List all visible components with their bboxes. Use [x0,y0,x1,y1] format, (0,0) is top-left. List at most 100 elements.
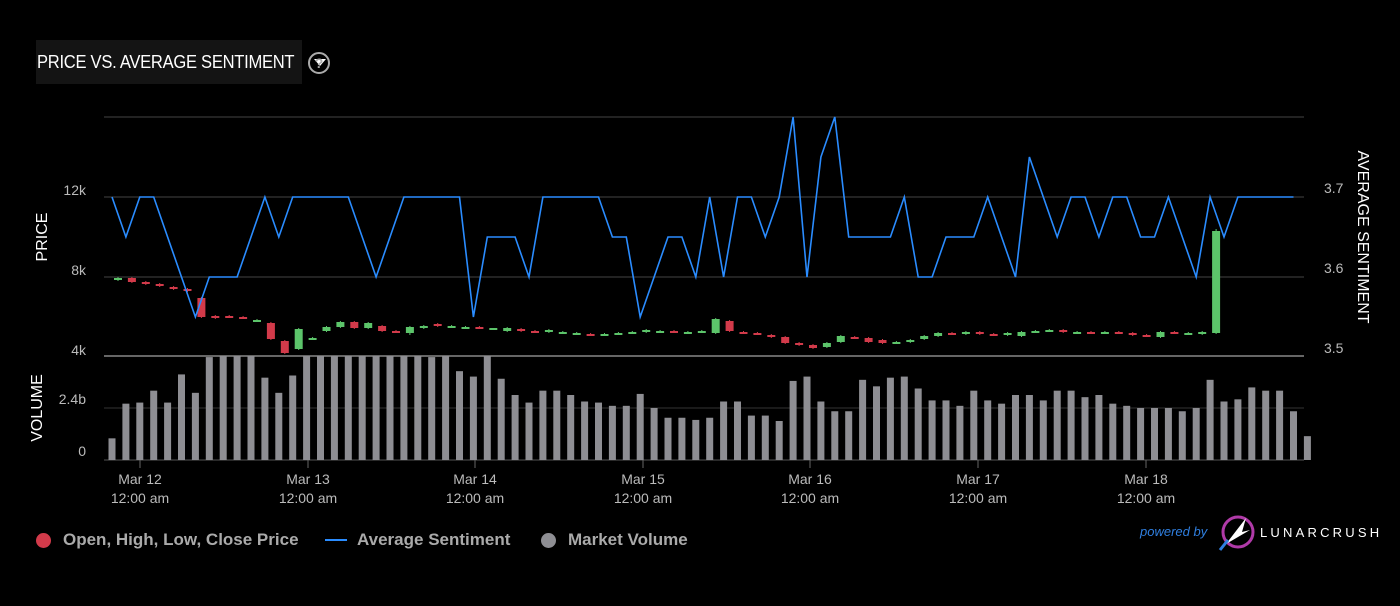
volume-bar [1178,411,1186,460]
legend-ohlc[interactable]: Open, High, Low, Close Price [36,530,299,550]
volume-bar [1025,395,1033,460]
brand-name: LUNARCRUSH [1260,525,1383,540]
candle-up [322,327,331,331]
volume-bar [1262,390,1270,460]
candle-up [308,338,317,340]
volume-bar [469,376,477,460]
volume-bar [1206,379,1214,460]
volume-axis-title: VOLUME [29,374,46,442]
volume-bar [1276,390,1284,460]
volume-bar [664,417,672,460]
volume-bar [1192,408,1200,460]
legend-volume-label: Market Volume [568,530,688,549]
volume-bar [358,356,366,460]
candle-up [405,327,414,333]
candle-down [266,323,275,339]
volume-bar [900,376,908,460]
candle-down [975,332,984,334]
volume-bar [706,417,714,460]
sentiment-axis-title: AVERAGE SENTIMENT [1354,150,1371,323]
candle-up [447,326,456,328]
volume-bar [219,356,227,460]
volume-bar [1053,390,1061,460]
powered-by-text: powered by [1140,524,1208,539]
volume-bar [831,411,839,460]
candle-up [656,331,665,333]
volume-bar [511,395,519,460]
chart-title: PRICE VS. AVERAGE SENTIMENT [37,51,295,72]
candle-down [850,337,859,339]
candle-up [1073,332,1082,334]
candle-down [948,333,956,335]
volume-bar [956,405,964,460]
volume-bar [261,377,269,460]
candle-up [600,334,609,336]
candle-up [1003,333,1012,335]
volume-bar [553,390,561,460]
candle-down [197,298,206,317]
legend-ohlc-label: Open, High, Low, Close Price [63,530,299,549]
volume-bar [289,375,297,460]
chart-selector[interactable]: PRICE VS. AVERAGE SENTIMENT [36,40,326,84]
legend-volume[interactable]: Market Volume [541,530,688,550]
sentiment-line [111,116,1294,321]
volume-bar [372,356,380,460]
volume-bar [942,400,950,460]
candle-up [711,319,720,333]
legend-sentiment[interactable]: Average Sentiment [325,530,510,550]
candle-down [767,335,776,337]
volume-bar [191,392,199,460]
volume-bar [984,400,992,460]
x-tick-label-time: 12:00 am [1117,490,1175,506]
volume-tick-label: 0 [78,443,86,459]
lunarcrush-logo[interactable] [1216,510,1256,554]
volume-bar [1151,408,1158,460]
volume-bar [150,390,158,460]
legend-ohlc-dot [36,532,51,548]
volume-bar [734,401,741,460]
volume-bar [303,356,311,460]
volume-bar [525,402,533,460]
candle-down [475,327,484,329]
x-tick-label-day: Mar 13 [286,471,330,487]
candle-down [392,331,400,333]
volume-bar [1067,390,1075,460]
candle-down [670,331,678,333]
candle-down [141,282,150,284]
volume-bar [970,390,978,460]
candlesticks [114,229,1221,354]
candle-down [795,343,804,345]
x-tick-label-day: Mar 18 [1124,471,1168,487]
volume-bar [650,408,658,460]
volume-bar [567,395,575,460]
candle-down [1059,330,1068,332]
help-icon[interactable]: ? [308,52,330,74]
volume-bar [164,402,172,460]
candle-down [809,345,817,348]
candle-up [572,333,581,335]
candle-down [433,324,442,326]
price-sentiment-chart: 12k 8k 4k 3.7 3.6 3.5 2.4b 0 PRICE VOLUME AVERAGE … [29,116,1371,506]
volume-bar [428,357,436,460]
volume-bar [720,401,728,460]
candle-up [1184,333,1193,335]
x-tick-label-time: 12:00 am [949,490,1007,506]
sentiment-tick-label: 3.6 [1324,260,1344,276]
candle-down [586,334,595,336]
candle-up [336,322,345,327]
volume-bar [414,356,422,460]
volume-bar [1012,395,1019,460]
axes: 12k 8k 4k 3.7 3.6 3.5 2.4b 0 PRICE VOLUME AVERAGE … [29,150,1371,506]
volume-bar [205,357,213,460]
volume-bar [330,356,338,460]
candle-up [503,328,512,331]
candle-up [1017,332,1026,336]
volume-bar [442,356,450,460]
volume-bar [1234,399,1242,460]
volume-bar [692,419,700,460]
volume-bar [1095,395,1103,460]
legend-sentiment-line [325,539,347,541]
price-tick-label: 8k [71,262,87,278]
volume-bar [775,421,783,460]
volume-bar [928,400,936,460]
